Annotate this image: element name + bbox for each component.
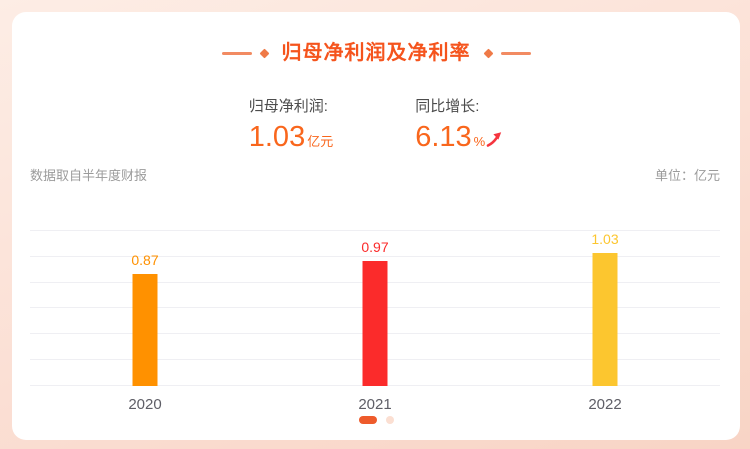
x-axis-label: 2020 [128, 396, 162, 413]
bar [132, 273, 158, 386]
bar [592, 252, 618, 386]
bar-value-label: 0.97 [361, 238, 389, 255]
stat-yoy-growth-unit: % [473, 134, 486, 149]
stats-row: 归母净利润: 1.03 亿元 同比增长: 6.13 % [12, 95, 740, 152]
chart-columns: 0.87 0.97 1.03 [30, 205, 720, 386]
stat-net-profit-value: 1.03 [248, 121, 306, 153]
pagination-dot-active[interactable] [358, 416, 377, 424]
stat-net-profit-unit: 亿元 [307, 134, 334, 149]
title-dash-left-icon [221, 51, 252, 55]
chart-column: 0.87 [30, 205, 260, 386]
title-diamond-left-icon [259, 48, 269, 58]
unit-label: 单位：亿元 [654, 168, 720, 183]
title-row: 归母净利润及净利率 [12, 43, 740, 63]
page-title: 归母净利润及净利率 [281, 42, 471, 64]
x-axis-label: 2021 [358, 396, 392, 413]
title-dash-right-icon [500, 51, 531, 55]
chart-plot: 0.87 0.97 1.03 [30, 205, 720, 386]
x-axis-label: 2022 [588, 396, 622, 413]
gridline [30, 255, 720, 257]
bar-value-label: 1.03 [591, 230, 619, 247]
stat-yoy-growth: 同比增长: 6.13 % [415, 95, 503, 152]
data-source-note: 数据取自半年度财报 [30, 168, 148, 183]
stat-yoy-growth-label: 同比增长: [415, 98, 480, 115]
title-diamond-right-icon [483, 48, 493, 58]
stat-net-profit: 归母净利润: 1.03 亿元 [249, 95, 333, 152]
trend-up-arrow-icon [486, 131, 503, 153]
bar-value-label: 0.87 [131, 251, 159, 268]
gridline [30, 229, 720, 231]
chart-card: 归母净利润及净利率 归母净利润: 1.03 亿元 同比增长: 6.13 % [12, 12, 740, 440]
stat-yoy-growth-value: 6.13 [415, 121, 472, 153]
x-axis-labels: 2020 2021 2022 [30, 396, 720, 413]
bar [362, 260, 388, 386]
chart-column: 0.97 [260, 205, 490, 386]
pagination-dot-inactive[interactable] [385, 416, 394, 424]
meta-row: 数据取自半年度财报 单位：亿元 [30, 165, 720, 184]
pagination [12, 416, 740, 424]
chart-column: 1.03 [490, 205, 720, 386]
stat-net-profit-label: 归母净利润: [248, 98, 328, 115]
